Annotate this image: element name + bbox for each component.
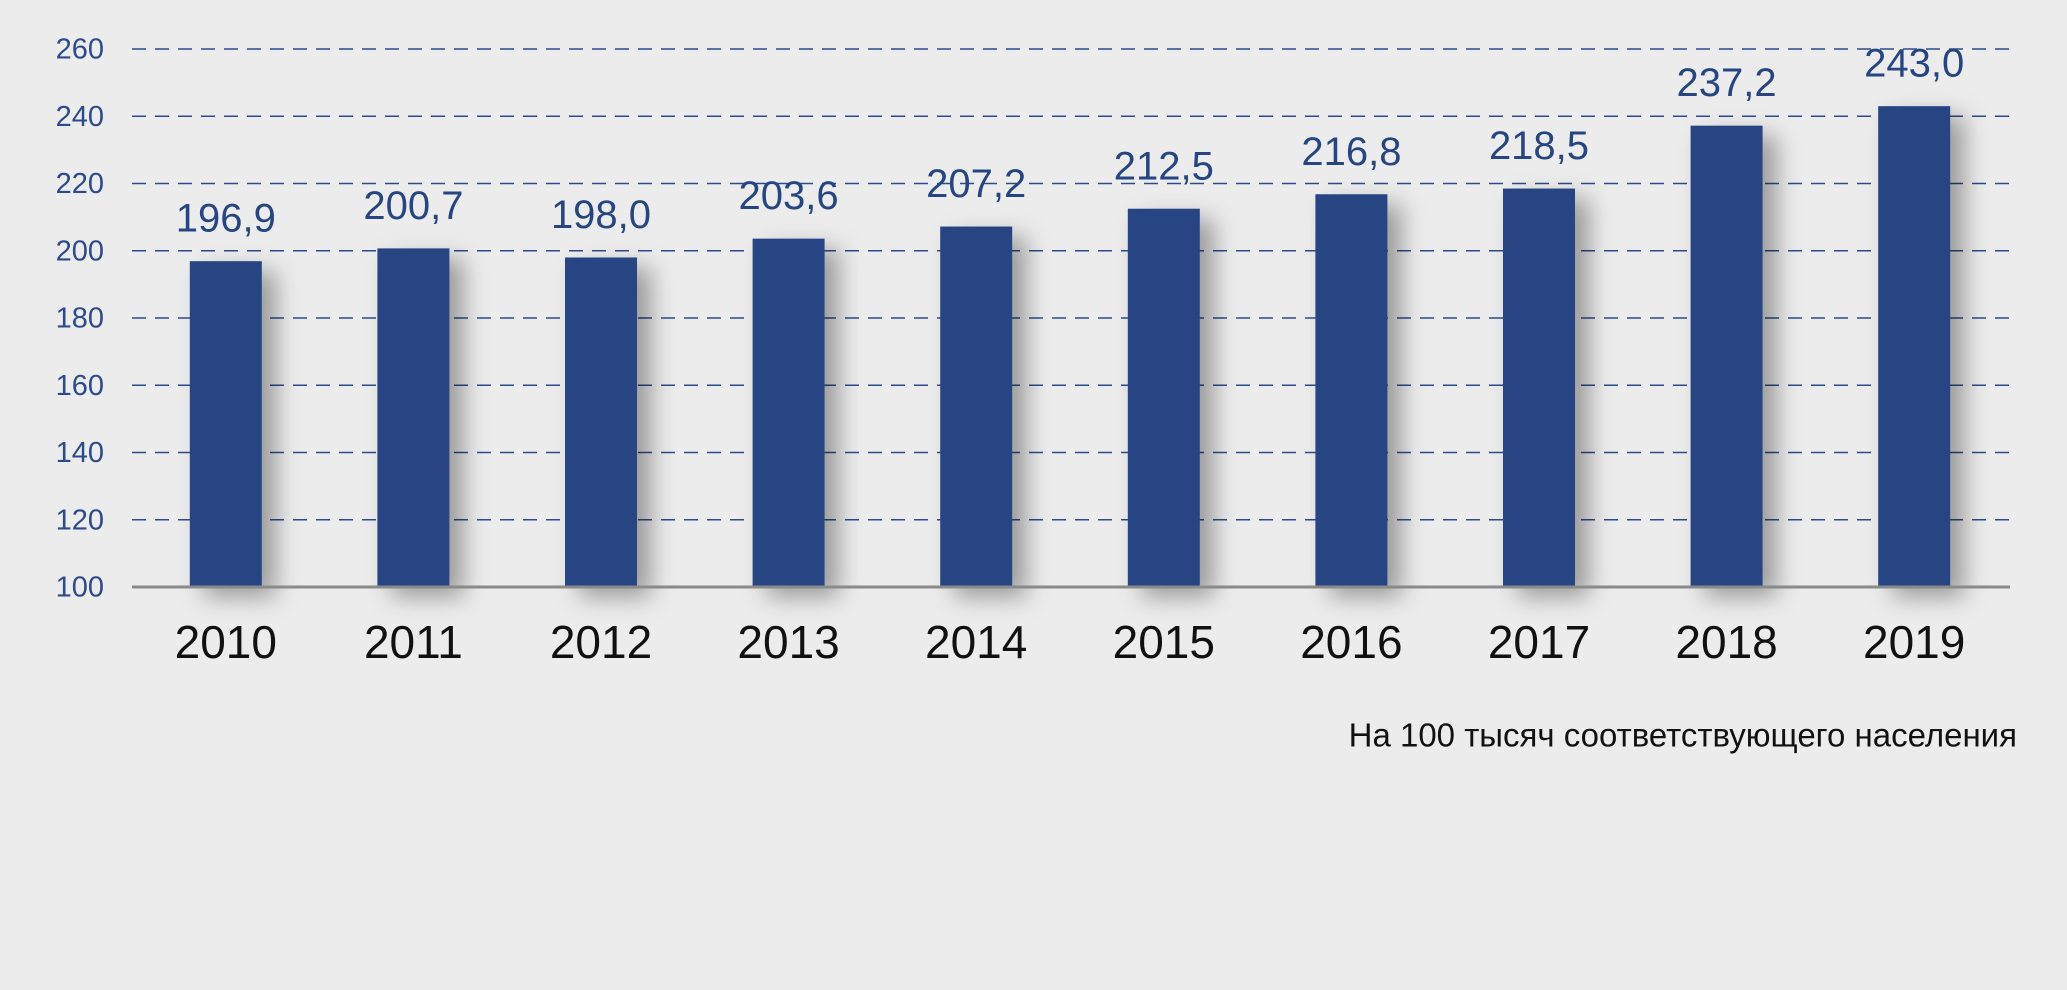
value-label: 218,5 (1489, 124, 1589, 168)
y-tick-label: 180 (56, 303, 104, 335)
y-tick-label: 100 (56, 572, 104, 604)
value-label: 216,8 (1301, 130, 1401, 174)
x-tick-label: 2019 (1863, 616, 1965, 668)
y-tick-label: 160 (56, 370, 104, 402)
x-tick-label: 2017 (1488, 616, 1590, 668)
value-label: 200,7 (363, 184, 463, 228)
value-label: 212,5 (1114, 144, 1214, 188)
bar (1503, 188, 1575, 587)
value-label: 243,0 (1864, 42, 1964, 86)
x-tick-label: 2010 (175, 616, 277, 668)
bar (940, 226, 1013, 588)
value-label: 207,2 (926, 162, 1026, 206)
y-tick-label: 240 (56, 101, 104, 133)
value-label: 237,2 (1677, 61, 1777, 105)
annotation: На 100 тысяч соответствующего населения (1349, 717, 2017, 754)
bar (752, 238, 825, 587)
x-tick-label: 2015 (1113, 616, 1215, 668)
x-tick-label: 2016 (1300, 616, 1402, 668)
y-tick-label: 220 (56, 168, 104, 200)
x-tick-label: 2014 (925, 616, 1027, 668)
x-tick-label: 2018 (1675, 616, 1777, 668)
value-label: 203,6 (739, 174, 839, 218)
bar (1315, 194, 1388, 587)
x-tick-label: 2013 (737, 616, 839, 668)
bar (565, 257, 637, 587)
value-label: 198,0 (551, 193, 651, 237)
bar (377, 248, 450, 588)
y-tick-label: 140 (56, 437, 104, 469)
y-tick-label: 120 (56, 504, 104, 536)
bar (1127, 208, 1200, 587)
x-tick-label: 2011 (364, 616, 463, 668)
x-tick-label: 2012 (550, 616, 652, 668)
bar (189, 261, 262, 587)
bar (1878, 106, 1951, 587)
value-label: 196,9 (176, 197, 276, 241)
y-tick-label: 260 (56, 34, 104, 66)
y-tick-label: 200 (56, 235, 104, 267)
bar (1690, 125, 1763, 587)
